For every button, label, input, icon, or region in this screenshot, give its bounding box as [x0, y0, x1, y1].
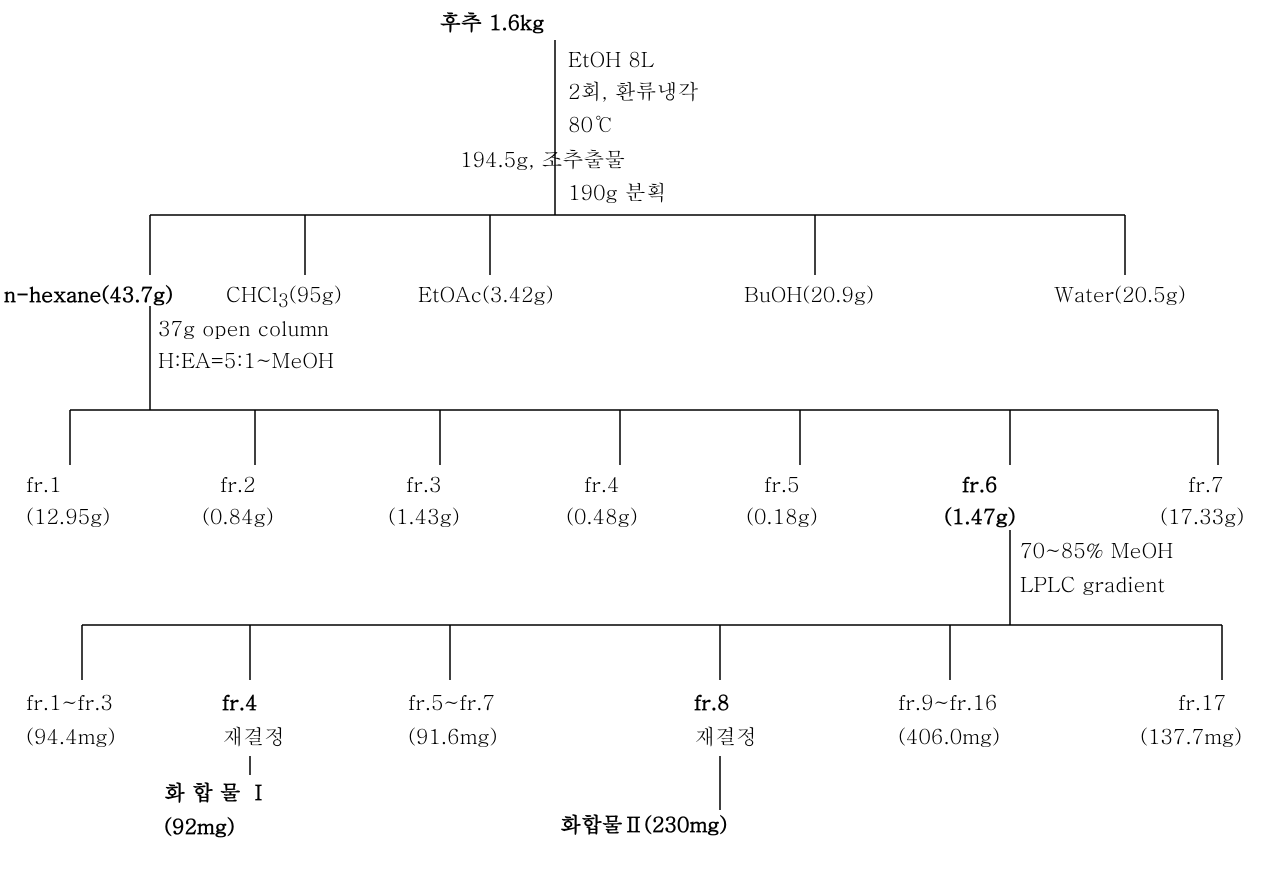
- l1-hexane-proc1: 37g open column: [158, 314, 329, 341]
- l2-fr5: fr.5: [764, 470, 800, 497]
- root-proc-5: 190g 분획: [568, 178, 667, 205]
- l1-chcl3: CHCl3(95g): [226, 280, 342, 313]
- l1-hexane-proc2: H:EA=5:1~MeOH: [158, 346, 334, 373]
- l3-n2-w: 재결정: [222, 722, 285, 749]
- l3-n1-w: (94.4mg): [26, 722, 116, 749]
- l3-n4: fr.8: [694, 688, 730, 715]
- l2-fr3-w: (1.43g): [388, 502, 460, 529]
- l3-n3-w: (91.6mg): [408, 722, 498, 749]
- l3-n6: fr.17: [1178, 688, 1226, 715]
- root-proc-3: 80℃: [568, 110, 614, 137]
- l3-n5: fr.9~fr.16: [898, 688, 997, 715]
- connector-lines: [0, 0, 1288, 887]
- l1-etoac: EtOAc(3.42g): [418, 280, 554, 307]
- l2-fr6-w: (1.47g): [944, 502, 1016, 529]
- l3-n2: fr.4: [222, 688, 258, 715]
- l1-buoh: BuOH(20.9g): [744, 280, 874, 307]
- l2-fr6-proc1: 70~85% MeOH: [1020, 536, 1173, 563]
- l2-fr7: fr.7: [1188, 470, 1224, 497]
- root-proc-4: 194.5g, 조추출물: [460, 145, 626, 172]
- l2-fr5-w: (0.18g): [746, 502, 818, 529]
- l2-fr2-w: (0.84g): [202, 502, 274, 529]
- root-proc-2: 2회, 환류냉각: [568, 77, 699, 104]
- root-title: 후추 1.6kg: [440, 8, 544, 35]
- l1-water: Water(20.5g): [1054, 280, 1186, 307]
- l3-n5-w: (406.0mg): [898, 722, 1000, 749]
- l3-n4-comp: 화합물Ⅱ(230mg): [560, 810, 727, 837]
- l3-n3: fr.5~fr.7: [408, 688, 495, 715]
- l2-fr7-w: (17.33g): [1160, 502, 1244, 529]
- l3-n2-comp-label: 화 합 물 Ⅰ: [164, 778, 269, 805]
- l2-fr4-w: (0.48g): [566, 502, 638, 529]
- l3-n1: fr.1~fr.3: [26, 688, 113, 715]
- l2-fr2: fr.2: [220, 470, 256, 497]
- l3-n2-comp-weight: (92mg): [164, 812, 235, 839]
- l2-fr1: fr.1: [26, 470, 62, 497]
- l1-hexane: n-hexane(43.7g): [4, 280, 173, 307]
- l3-n6-w: (137.7mg): [1140, 722, 1242, 749]
- l3-n4-w: 재결정: [694, 722, 757, 749]
- l2-fr6-proc2: LPLC gradient: [1020, 570, 1165, 597]
- l2-fr4: fr.4: [584, 470, 620, 497]
- root-proc-1: EtOH 8L: [568, 45, 654, 72]
- l2-fr1-w: (12.95g): [26, 502, 110, 529]
- l2-fr3: fr.3: [406, 470, 442, 497]
- l2-fr6: fr.6: [962, 470, 998, 497]
